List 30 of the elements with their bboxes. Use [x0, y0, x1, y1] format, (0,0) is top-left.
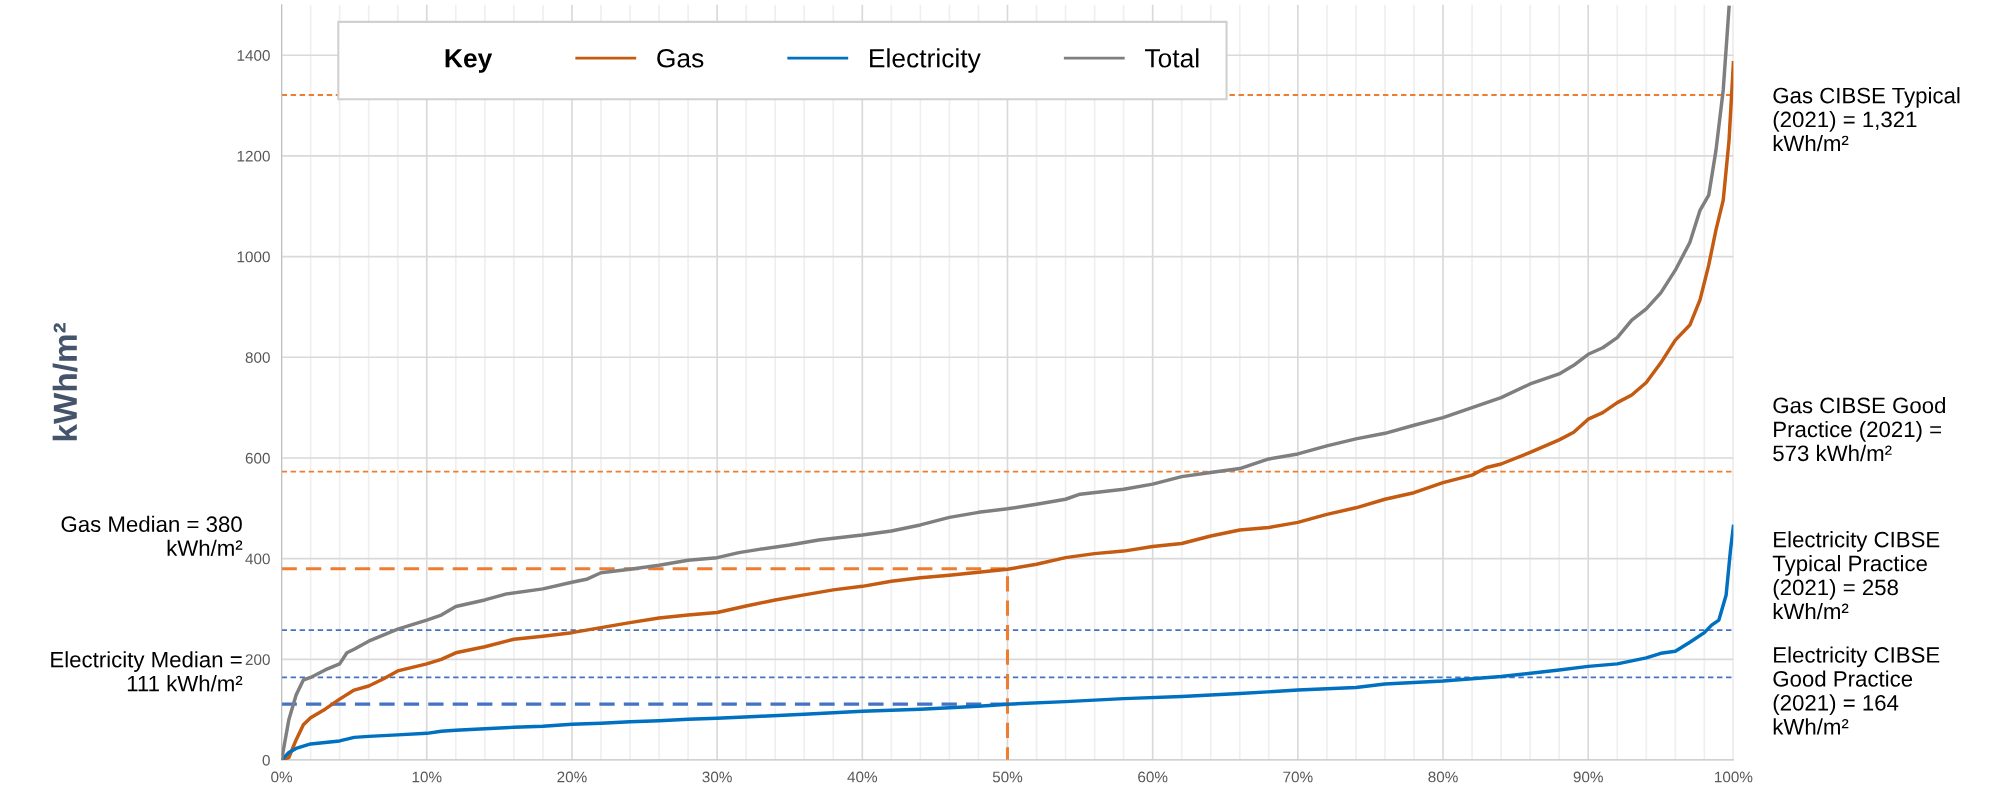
x-tick-label: 90% — [1573, 771, 1603, 783]
x-tick-label: 50% — [992, 771, 1023, 783]
series-label: Gas Median = 380 kWh/m² — [61, 515, 243, 556]
y-tick-label: 1000 — [237, 251, 270, 263]
x-tick-label: 100% — [1715, 771, 1753, 783]
x-tick-label: 70% — [1283, 771, 1313, 783]
y-tick-label: 200 — [245, 654, 270, 666]
x-tick-label: 10% — [412, 771, 442, 783]
ref-line-label: Gas CIBSE Good Practice (2021) = 573 kWh/m² — [1773, 396, 1946, 462]
x-tick-label: 30% — [702, 771, 732, 783]
ref-line-label: Gas CIBSE Typical (2021) = 1,321 kWh/m² — [1773, 87, 1960, 152]
ref-line-label: Electricity CIBSE Typical Practice (2021) = 258 kWh/m² — [1772, 531, 1940, 620]
legend-label: Electricity — [870, 48, 981, 73]
legend-label: Total — [1145, 48, 1199, 68]
series-label: Electricity Median = 111 kWh/m² — [51, 651, 243, 692]
legend-label: Gas — [657, 48, 704, 68]
x-tick-label: 0% — [271, 771, 293, 783]
y-tick-label: 0 — [262, 754, 270, 766]
ref-line-label: Electricity CIBSE Good Practice (2021) = 164 kWh/m² — [1773, 646, 1940, 735]
y-axis-title: kWh/m² — [52, 322, 78, 441]
legend-title: Key — [445, 49, 493, 73]
x-tick-label: 20% — [557, 771, 587, 783]
x-tick-label: 80% — [1428, 771, 1458, 783]
x-tick-label: 40% — [847, 771, 878, 783]
y-tick-label: 600 — [245, 452, 270, 464]
y-tick-label: 400 — [245, 553, 270, 565]
y-tick-label: 800 — [245, 352, 270, 363]
y-tick-label: 1200 — [237, 150, 270, 162]
x-tick-label: 60% — [1138, 771, 1168, 783]
y-tick-label: 1400 — [237, 50, 270, 61]
